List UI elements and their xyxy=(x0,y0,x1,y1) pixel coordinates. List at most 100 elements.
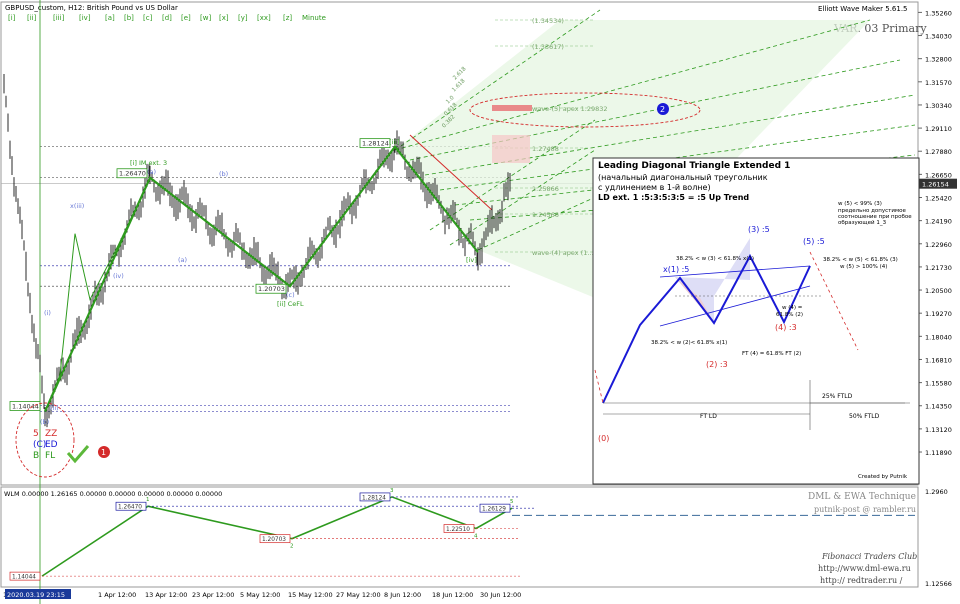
wave-degree-button[interactable]: [x] xyxy=(219,14,229,22)
current-price-box xyxy=(919,178,957,189)
x-highlight-box xyxy=(5,589,71,599)
wave-degree-row[interactable]: [i] [ii] [iii] [iv] [a] [b] [c] [d] [e] [w] [x] [y]… xyxy=(8,14,326,22)
info-note: FT (4) = 61.8% FT (2) xyxy=(742,351,801,357)
info-note: образующей 1_3 xyxy=(838,219,887,226)
wave-degree-button[interactable]: [w] xyxy=(200,14,211,22)
red-trend-line xyxy=(409,134,493,211)
info-title: Leading Diagonal Triangle Extended 1 xyxy=(598,161,790,171)
info-label: x(1) :5 xyxy=(663,265,689,274)
price-box xyxy=(359,138,391,149)
wave-degree-button[interactable]: [b] xyxy=(124,14,134,22)
sub-axis-label: 1.2960 xyxy=(925,488,948,496)
current-price-label: 1.26154 xyxy=(922,181,949,189)
price-bars xyxy=(3,73,511,428)
wave-degree-button[interactable]: [a] xyxy=(105,14,115,22)
wave-degree-button[interactable]: [xx] xyxy=(257,14,271,22)
info-box-frame xyxy=(592,157,920,485)
sub-panel: WLM 0.00000 1.26165 0.00000 0.00000 0.00… xyxy=(4,488,952,588)
sub-price-label: 1.20703 xyxy=(262,537,286,543)
wave-degree-button[interactable]: [y] xyxy=(238,14,248,22)
info-label: (2) :3 xyxy=(706,360,728,369)
sub-price-box xyxy=(115,501,147,511)
info-note: w (4) = xyxy=(782,305,803,311)
price-box-label: 1.14044 xyxy=(12,403,39,411)
price-tick-label: 1.19270 xyxy=(925,310,952,318)
info-title-ru: с удлинением в 1-й волне) xyxy=(598,183,711,192)
sub-price-box xyxy=(259,534,291,544)
sub-point-label: 5 xyxy=(510,499,514,505)
sub-price-label: 1.26470 xyxy=(118,505,142,511)
start-label: FL xyxy=(45,451,55,461)
wave-degree-button[interactable]: [e] xyxy=(181,14,191,22)
wave-degree-button[interactable]: [i] xyxy=(8,14,16,22)
channel-line xyxy=(394,9,601,151)
x-tick-label: 5 May 12:00 xyxy=(240,591,280,599)
sub-panel-frame xyxy=(0,486,919,588)
marker-label: 2 xyxy=(660,105,665,114)
price-box xyxy=(255,283,287,294)
target-label: wave-(5) apex 1.29832 xyxy=(532,105,608,113)
x-tick-label: 13 Apr 12:00 xyxy=(145,591,187,599)
info-note: w (5) > 100% (4) xyxy=(840,264,887,270)
info-note: 61.8% (2) xyxy=(776,312,803,318)
sub-price-label: 1.14044 xyxy=(12,575,36,581)
info-label: (3) :5 xyxy=(748,225,770,234)
sub-point-label: 3 xyxy=(390,488,394,494)
wave-degree-button[interactable]: [iii] xyxy=(53,14,65,22)
price-tick-label: 1.21730 xyxy=(925,264,952,272)
price-axis: 1.35260 1.34030 1.32800 1.31570 1.30340 1.291… xyxy=(918,9,957,457)
price-tick-label: 1.15580 xyxy=(925,380,952,388)
price-tick-label: 1.22960 xyxy=(925,241,952,249)
wave-label: [iii] xyxy=(389,138,400,146)
price-tick-label: 1.31570 xyxy=(925,79,952,87)
info-box: Leading Diagonal Triangle Extended 1 (нач… xyxy=(592,157,920,485)
sub-point-label: 4 xyxy=(474,534,478,540)
info-zone xyxy=(675,238,750,323)
price-tick-label: 1.26650 xyxy=(925,171,952,179)
marker-label: 1 xyxy=(101,448,106,457)
target-label: 1.25866 xyxy=(532,185,559,193)
target-label: 1.27488 xyxy=(532,145,559,153)
x-tick-label: 27 May 12:00 xyxy=(336,591,381,599)
target-label: 1.24566 xyxy=(532,211,559,219)
x-axis: 10 Mar 20202020.03.19 23:151 Apr 12:0013… xyxy=(3,589,521,599)
target-label: (1.33617) xyxy=(532,43,564,51)
price-tick-label: 1.30340 xyxy=(925,102,952,110)
info-title-ru: (начальный диагональный треугольник xyxy=(598,173,768,182)
wave-label: [ii] CeFL xyxy=(277,300,304,308)
price-box-label: 1.28124 xyxy=(362,140,389,148)
brand-line: putnik-post @ rambler.ru xyxy=(814,505,916,514)
info-note: w (5) < 99% (3) xyxy=(838,201,882,207)
wave-degree-button[interactable]: [iv] xyxy=(79,14,91,22)
wave-polyline xyxy=(43,144,479,412)
wave-path xyxy=(43,144,479,412)
start-ellipse xyxy=(15,402,75,478)
price-tick-label: 1.32800 xyxy=(925,56,952,64)
price-tick-label: 1.29110 xyxy=(925,125,952,133)
brand-line: DML & EWA Technique xyxy=(808,492,916,502)
sub-axis-label: 1.12566 xyxy=(925,580,952,588)
wave-degree-button[interactable]: [z] xyxy=(283,14,292,22)
sub-wave-line xyxy=(41,496,513,577)
marker-1-icon xyxy=(98,446,110,458)
price-box xyxy=(9,401,41,411)
wave-degree-button[interactable]: [c] xyxy=(143,14,153,22)
wave-label: (a) xyxy=(147,168,156,176)
info-note: 38.2% < w (3) < 61.8% x(1) xyxy=(676,256,754,262)
target-label: wave-(4) apex (1...) xyxy=(532,249,596,257)
wave-degree-button[interactable]: [d] xyxy=(162,14,172,22)
wave-label: (b) xyxy=(219,170,228,178)
x-tick-label: 2020.03.19 23:15 xyxy=(7,591,65,599)
channel-line xyxy=(424,94,916,176)
price-box xyxy=(116,168,148,179)
brand-line: http:// redtrader.ru / xyxy=(820,576,903,585)
wave-label: (ii) xyxy=(50,404,59,412)
wave-degree-button[interactable]: [ii] xyxy=(27,14,37,22)
branding: DML & EWA Technique putnik-post @ rambler… xyxy=(808,492,917,585)
price-tick-label: 1.35260 xyxy=(925,9,952,17)
target-label: (1.34534) xyxy=(532,17,564,25)
marker-2-icon xyxy=(657,103,669,115)
price-tick-label: 1.18040 xyxy=(925,333,952,341)
wave-label: [i] IM ext. 3 xyxy=(130,159,167,167)
wave-degree-button[interactable]: Minute xyxy=(302,14,326,22)
